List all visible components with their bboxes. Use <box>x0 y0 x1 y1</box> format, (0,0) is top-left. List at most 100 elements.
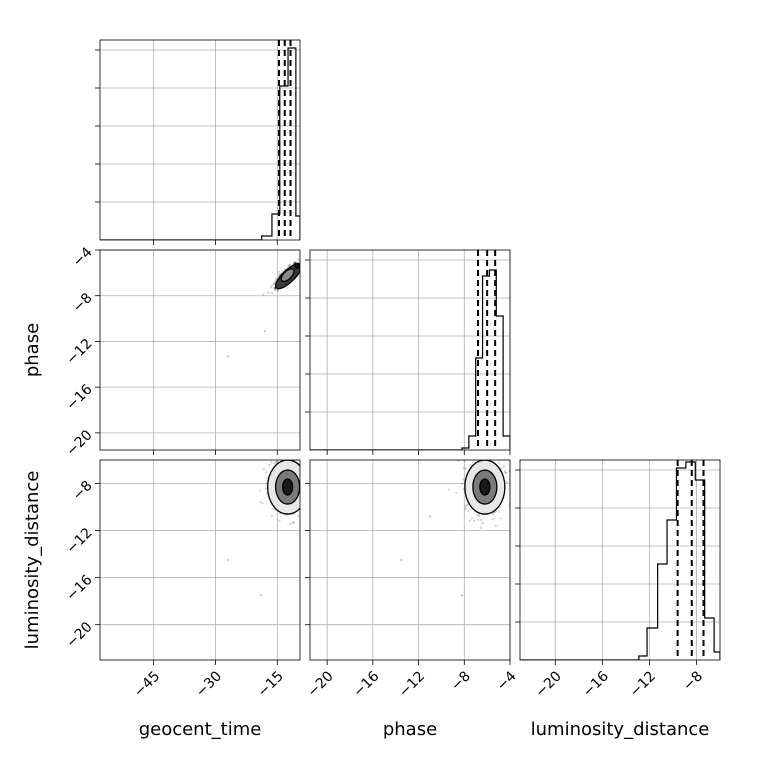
sample-point <box>296 258 299 261</box>
outlier-point <box>259 594 262 597</box>
sample-point <box>481 453 483 455</box>
x-tick-label: −12 <box>627 668 659 700</box>
sample-point <box>462 478 465 481</box>
sample-point <box>478 454 480 456</box>
outlier-point <box>226 558 229 562</box>
sample-point <box>305 476 307 478</box>
x-tick-label: −16 <box>350 668 382 700</box>
density-contours <box>464 460 506 515</box>
sample-point <box>277 273 281 276</box>
sample-point <box>456 460 460 462</box>
sample-point <box>266 476 269 480</box>
scatter-points <box>400 444 510 597</box>
sample-point <box>270 461 273 464</box>
x-tick-label: −15 <box>255 668 287 700</box>
sample-point <box>300 475 302 477</box>
sample-point <box>270 514 273 517</box>
sample-point <box>288 264 291 267</box>
sample-point <box>317 498 319 500</box>
outlier-point <box>400 558 403 562</box>
sample-point <box>304 479 306 481</box>
sample-point <box>281 426 283 428</box>
sample-point <box>306 491 308 493</box>
sample-point <box>302 261 304 263</box>
sample-point <box>304 472 306 474</box>
x-axis-label-geocent_time: geocent_time <box>139 719 262 740</box>
sample-point <box>301 474 303 476</box>
sample-point <box>276 289 280 293</box>
sample-point <box>285 286 289 289</box>
sample-point <box>465 504 468 507</box>
sample-point <box>301 458 303 460</box>
sample-point <box>259 501 262 504</box>
sample-point <box>303 486 305 488</box>
sample-point <box>262 468 266 471</box>
outlier-point <box>460 594 464 597</box>
sample-point <box>292 521 295 524</box>
y-tick-label: −8 <box>70 478 96 504</box>
density-contours <box>275 262 300 290</box>
sample-point <box>504 471 507 474</box>
panel-frame <box>99 39 301 241</box>
sample-point <box>300 470 302 472</box>
outlier-point <box>263 330 267 333</box>
contour-inner <box>281 478 294 496</box>
sample-point <box>481 522 484 525</box>
x-tick-label: −4 <box>494 668 520 694</box>
sample-point <box>303 486 305 488</box>
sample-point <box>272 283 275 286</box>
histogram-luminosity_distance <box>520 461 720 660</box>
y-tick-label: −20 <box>63 427 95 459</box>
sample-point <box>272 282 276 285</box>
sample-point <box>303 476 305 478</box>
sample-point <box>268 463 271 467</box>
panel-geocent_time-geocent_time <box>95 39 301 245</box>
sample-point <box>471 444 473 446</box>
sample-point <box>278 519 281 522</box>
sample-point <box>477 514 480 517</box>
panel-frame <box>99 459 301 661</box>
sample-point <box>300 467 302 469</box>
sample-point <box>306 265 308 267</box>
sample-point <box>491 518 494 521</box>
sample-point <box>491 513 494 516</box>
sample-point <box>289 522 292 525</box>
sample-point <box>258 489 262 492</box>
sample-point <box>270 292 274 295</box>
sample-point <box>307 477 309 479</box>
sample-point <box>294 261 297 264</box>
sample-point <box>300 490 302 492</box>
sample-point <box>287 264 290 267</box>
sample-point <box>298 457 300 459</box>
panel-frame <box>99 249 301 451</box>
sample-point <box>264 487 267 490</box>
sample-point <box>301 472 303 474</box>
sample-point <box>275 461 278 464</box>
sample-point <box>479 526 483 529</box>
y-tick-label: −8 <box>70 290 96 316</box>
y-axis-label-phase: phase <box>22 323 43 377</box>
y-tick-label: −20 <box>63 619 95 651</box>
sample-point <box>494 524 497 528</box>
sample-point <box>304 503 306 505</box>
sample-point <box>467 509 470 512</box>
sample-point <box>484 450 486 452</box>
sample-point <box>303 480 305 482</box>
sample-point <box>499 466 502 470</box>
sample-point <box>301 498 303 500</box>
x-tick-label: −8 <box>448 668 474 694</box>
sample-point <box>271 455 273 457</box>
x-tick-label: −20 <box>533 668 565 700</box>
sample-point <box>463 507 467 511</box>
sample-point <box>302 501 304 503</box>
sample-point <box>469 457 471 459</box>
sample-point <box>277 270 281 273</box>
sample-point <box>464 506 467 509</box>
sample-point <box>302 499 304 501</box>
y-tick-label: −16 <box>63 572 95 604</box>
sample-point <box>470 517 473 520</box>
sample-point <box>483 450 485 452</box>
sample-point <box>273 286 276 290</box>
sample-point <box>300 495 302 497</box>
